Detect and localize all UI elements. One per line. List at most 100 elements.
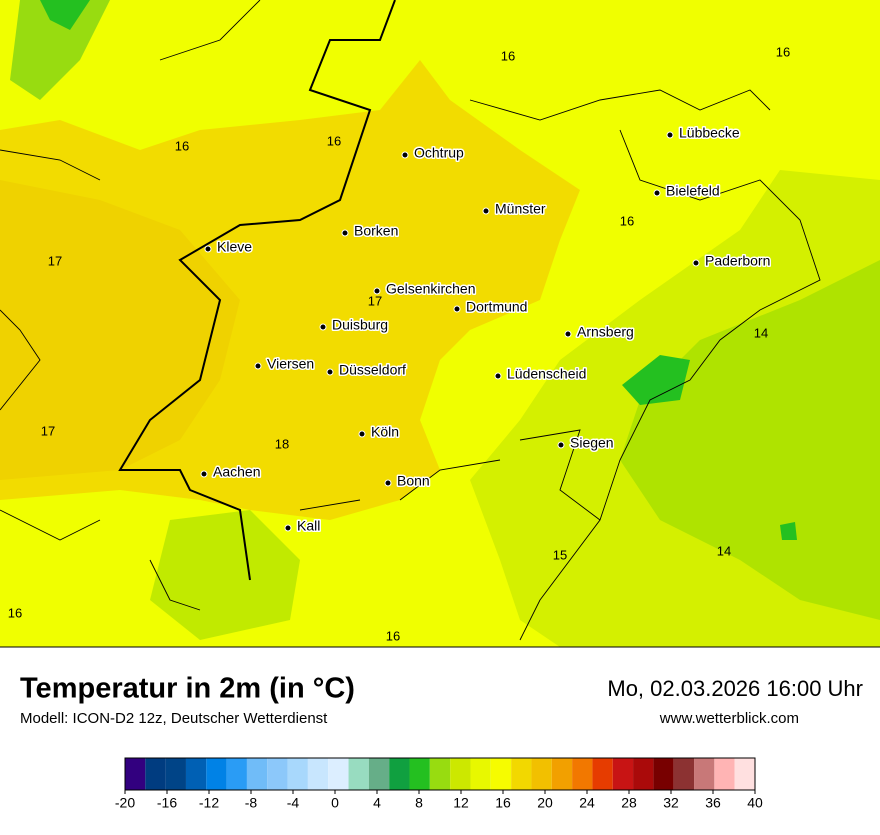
cold-spot xyxy=(40,0,90,30)
cool-zone xyxy=(620,260,880,620)
color-bin xyxy=(185,758,207,790)
tick-label: 16 xyxy=(495,795,511,811)
temperature-label: 17 xyxy=(41,423,55,438)
city-label: Borken xyxy=(354,223,398,239)
tick-label: 36 xyxy=(705,795,721,811)
city-dot xyxy=(358,430,366,438)
tick-label: 20 xyxy=(537,795,553,811)
model: Modell: ICON-D2 12z, Deutscher Wetterdie… xyxy=(20,710,328,727)
temperature-label: 17 xyxy=(368,293,382,308)
temperature-labels: 16 16 16 16 16 17 17 14 17 18 15 14 16 16 xyxy=(8,44,790,643)
tick-label: 12 xyxy=(453,795,469,811)
color-bin xyxy=(511,758,532,790)
color-bin xyxy=(287,758,308,790)
temperature-label: 16 xyxy=(501,48,515,63)
city-dot xyxy=(666,131,674,139)
city-label: Lüdenscheid xyxy=(507,366,586,382)
color-bin xyxy=(694,758,715,790)
color-bin xyxy=(673,758,695,790)
region-border xyxy=(0,0,821,641)
color-bin xyxy=(470,758,491,790)
city-dot xyxy=(204,245,212,253)
title: Temperatur in 2m (in °C) xyxy=(20,673,355,705)
color-bin xyxy=(612,758,634,790)
colorbar: -20 -16 -12 -8 -4 0 4 8 12 16 20 24 28 32 36 40 xyxy=(115,757,763,811)
tick-label: 32 xyxy=(663,795,679,811)
tick-label: 0 xyxy=(331,795,339,811)
city-label: Dortmund xyxy=(466,299,527,315)
city-label: Siegen xyxy=(570,435,614,451)
tick-label: -20 xyxy=(115,795,135,811)
color-bin xyxy=(551,758,573,790)
color-bin xyxy=(246,758,268,790)
color-bin xyxy=(267,758,288,790)
color-bin xyxy=(653,758,674,790)
color-bin xyxy=(125,758,146,790)
city-label: Gelsenkirchen xyxy=(386,281,476,297)
city-dot xyxy=(564,330,572,338)
cities: Ochtrup Lübbecke Bielefeld Münster Borken Kle… xyxy=(200,123,772,535)
city-label: Bonn xyxy=(397,473,430,489)
temperature-label: 15 xyxy=(553,547,567,562)
cold-spot xyxy=(622,355,690,405)
temperature-label: 16 xyxy=(386,628,400,643)
city-label: Kleve xyxy=(217,239,252,255)
map-area: Ochtrup Lübbecke Bielefeld Münster Borken Kle… xyxy=(0,0,880,648)
city-dot xyxy=(326,368,334,376)
temperature-label: 14 xyxy=(717,543,731,558)
tick-label: 40 xyxy=(747,795,763,811)
city-dot xyxy=(254,362,262,370)
city-label: Paderborn xyxy=(705,253,770,269)
color-bin xyxy=(328,758,349,790)
color-bin xyxy=(409,758,430,790)
color-bin xyxy=(429,758,451,790)
website: www.wetterblick.com xyxy=(659,710,799,727)
city-label: Aachen xyxy=(213,464,260,480)
city-dot xyxy=(384,479,392,487)
city-dot xyxy=(653,189,661,197)
tick-label: -16 xyxy=(157,795,177,811)
city-label: Arnsberg xyxy=(577,324,634,340)
color-bin xyxy=(633,758,654,790)
tick-label: -12 xyxy=(199,795,219,811)
city-dot xyxy=(453,305,461,313)
color-bin xyxy=(389,758,410,790)
city-dot xyxy=(200,470,208,478)
datetime: Mo, 02.03.2026 16:00 Uhr xyxy=(607,676,863,701)
color-bin xyxy=(307,758,329,790)
city-label: Köln xyxy=(371,424,399,440)
warm-zone xyxy=(0,180,240,480)
color-bin xyxy=(734,758,755,790)
temperature-label: 16 xyxy=(8,605,22,620)
tick-label: -8 xyxy=(245,795,258,811)
city-label: Viersen xyxy=(267,356,314,372)
temperature-label: 16 xyxy=(776,44,790,59)
color-bin xyxy=(226,758,247,790)
temperature-label: 16 xyxy=(327,133,341,148)
cool-zone xyxy=(150,510,300,640)
temperature-label: 16 xyxy=(620,213,634,228)
city-label: Münster xyxy=(495,201,546,217)
temperature-label: 16 xyxy=(175,138,189,153)
city-label: Lübbecke xyxy=(679,125,740,141)
color-bin xyxy=(206,758,227,790)
city-dot xyxy=(319,323,327,331)
city-label: Kall xyxy=(297,518,320,534)
city-dot xyxy=(373,287,381,295)
color-bin xyxy=(531,758,552,790)
city-dot xyxy=(494,372,502,380)
tick-label: 28 xyxy=(621,795,637,811)
tick-label: 8 xyxy=(415,795,423,811)
color-bin xyxy=(145,758,166,790)
tick-label: -4 xyxy=(287,795,300,811)
temperature-label: 17 xyxy=(48,253,62,268)
color-bin xyxy=(592,758,613,790)
color-bin xyxy=(572,758,593,790)
city-dot xyxy=(284,524,292,532)
city-dot xyxy=(557,441,565,449)
color-bin xyxy=(368,758,390,790)
city-label: Ochtrup xyxy=(414,145,464,161)
cold-spot xyxy=(780,522,797,540)
city-dot xyxy=(482,207,490,215)
colorbar-frame xyxy=(124,757,756,791)
